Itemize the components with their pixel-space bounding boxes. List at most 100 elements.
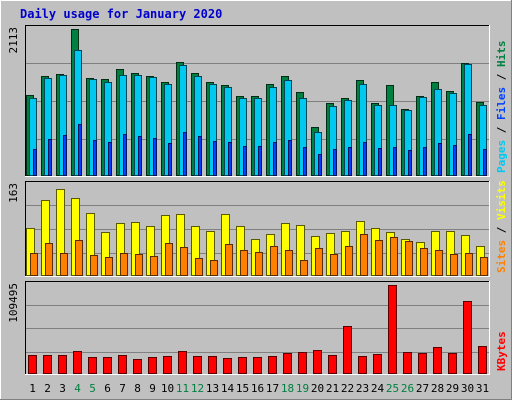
x-tick-label-day-24: 24 [371,382,385,395]
bar-pages-day-14 [228,142,232,176]
x-tick-label-day-22: 22 [341,382,354,395]
bar-pages-day-25 [393,147,397,176]
bar-sites-day-11 [180,247,188,276]
bar-kbytes-day-4 [73,351,82,374]
bar-pages-day-21 [333,149,337,176]
bar-kbytes-day-23 [358,356,367,374]
x-tick-label-day-30: 30 [461,382,474,395]
x-tick-label-day-6: 6 [104,382,111,395]
bar-sites-day-1 [30,253,38,276]
x-tick-label-day-13: 13 [206,382,219,395]
bar-sites-day-3 [60,253,68,276]
x-tick-label-day-31: 31 [476,382,489,395]
bar-sites-day-8 [135,254,143,276]
bar-pages-day-20 [318,154,322,176]
x-tick-label-day-2: 2 [44,382,51,395]
bar-sites-day-10 [165,243,173,276]
bar-pages-day-23 [363,142,367,176]
bar-kbytes-day-3 [58,355,67,374]
bar-sites-day-5 [90,255,98,276]
bar-kbytes-day-16 [253,357,262,374]
panel-kbytes: 109495 KBytes [7,281,508,375]
bar-sites-day-22 [345,246,353,276]
bar-sites-day-29 [450,254,458,276]
bar-sites-day-23 [360,234,368,276]
y-max-label: 163 [7,183,20,203]
x-tick-label-day-17: 17 [266,382,279,395]
bar-kbytes-day-1 [28,355,37,374]
chart-title: Daily usage for January 2020 [20,7,222,21]
bar-kbytes-day-13 [208,356,217,374]
legend-label-hits-files-pages: Pages / Files / Hits [495,41,508,174]
y-max-label: 109495 [7,283,20,323]
bar-pages-day-18 [288,140,292,176]
bar-pages-day-29 [453,145,457,176]
bar-kbytes-day-31 [478,346,487,374]
bar-pages-day-1 [33,149,37,176]
bar-kbytes-day-5 [88,357,97,374]
x-tick-label-day-11: 11 [176,382,189,395]
bar-kbytes-day-18 [283,353,292,374]
x-tick-label-day-5: 5 [89,382,96,395]
panel-visits-sites: 163 Sites / Visits [7,180,508,277]
bar-pages-day-4 [78,124,82,176]
x-tick-label-day-23: 23 [356,382,369,395]
x-tick-label-day-26: 26 [401,382,414,395]
bar-pages-day-30 [468,134,472,176]
x-tick-label-day-12: 12 [191,382,204,395]
bar-kbytes-day-21 [328,355,337,374]
x-tick-label-day-15: 15 [236,382,249,395]
bar-pages-day-7 [123,134,127,176]
bar-sites-day-2 [45,243,53,276]
bar-pages-day-8 [138,136,142,176]
bar-sites-day-24 [375,240,383,276]
bar-pages-day-17 [273,142,277,176]
x-tick-label-day-3: 3 [59,382,66,395]
x-tick-label-day-20: 20 [311,382,324,395]
bar-sites-day-15 [240,250,248,276]
bar-kbytes-day-14 [223,358,232,374]
bar-kbytes-day-27 [418,353,427,374]
y-max-label: 2113 [7,27,20,54]
bar-kbytes-day-12 [193,356,202,374]
bar-sites-day-7 [120,253,128,276]
x-tick-label-day-10: 10 [161,382,174,395]
bar-pages-day-27 [423,147,427,176]
x-tick-label-day-25: 25 [386,382,399,395]
bar-sites-day-19 [300,260,308,276]
x-tick-label-day-4: 4 [74,382,81,395]
bar-kbytes-day-8 [133,359,142,374]
bar-kbytes-day-17 [268,356,277,374]
bar-sites-day-31 [480,257,488,276]
bar-kbytes-day-7 [118,355,127,374]
x-tick-label-day-27: 27 [416,382,429,395]
bar-sites-day-17 [270,246,278,276]
bar-pages-day-28 [438,143,442,176]
x-tick-label-day-1: 1 [29,382,36,395]
bar-sites-day-25 [390,237,398,276]
bar-sites-day-28 [435,250,443,276]
bar-kbytes-day-15 [238,357,247,374]
x-tick-label-day-18: 18 [281,382,294,395]
bar-sites-day-30 [465,253,473,276]
bar-sites-day-20 [315,248,323,276]
bar-pages-day-5 [93,140,97,176]
bar-kbytes-day-30 [463,301,472,374]
bar-kbytes-day-11 [178,351,187,374]
bar-pages-day-6 [108,142,112,176]
bar-kbytes-day-10 [163,356,172,374]
bar-pages-day-13 [213,141,217,176]
x-tick-label-day-14: 14 [221,382,235,395]
x-tick-label-day-29: 29 [446,382,459,395]
bar-sites-day-21 [330,254,338,276]
bar-kbytes-day-2 [43,355,52,374]
bar-pages-day-19 [303,147,307,176]
bar-sites-day-6 [105,257,113,276]
x-tick-label-day-28: 28 [431,382,444,395]
bar-kbytes-day-29 [448,353,457,374]
bar-pages-day-2 [48,139,52,176]
bar-kbytes-day-22 [343,326,352,374]
bar-sites-day-13 [210,260,218,276]
bar-kbytes-day-20 [313,350,322,374]
